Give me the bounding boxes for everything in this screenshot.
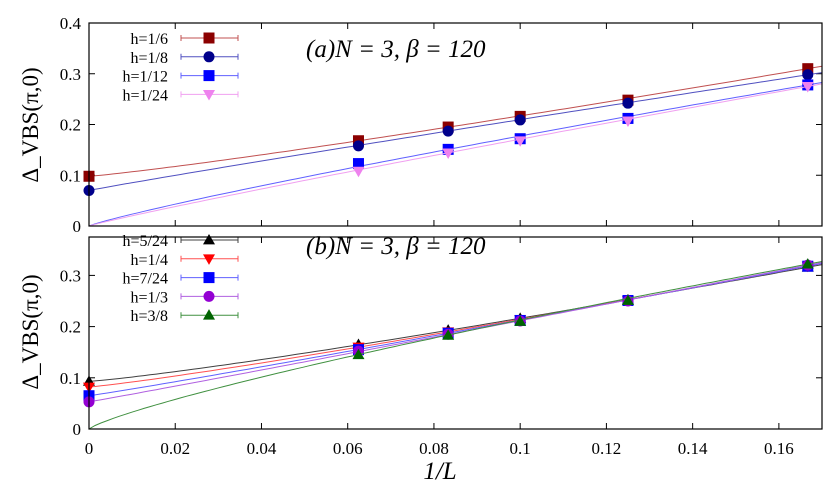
fit-curve	[88, 65, 823, 177]
x-tick-label: 0.04	[247, 439, 277, 458]
y-tick-label: 0.2	[60, 116, 81, 135]
x-tick-label: 0.16	[764, 439, 794, 458]
series-h=5/24	[83, 261, 823, 386]
legend-marker	[203, 272, 215, 284]
x-tick-label: 0.14	[678, 439, 708, 458]
series-h=1/3	[83, 259, 823, 408]
data-point	[514, 315, 527, 326]
ylabel-a: Δ_VBS(π,0)	[18, 67, 43, 182]
y-tick-label: 0.1	[60, 369, 81, 388]
data-point	[352, 348, 365, 360]
legend-label: h=1/6	[131, 31, 168, 48]
legend-label: h=1/4	[131, 252, 168, 269]
y-tick-label: 0.2	[60, 318, 81, 337]
series-h=1/4	[83, 261, 823, 394]
legend-label: h=1/24	[123, 87, 168, 104]
ylabel-b: Δ_VBS(π,0)	[18, 274, 43, 389]
x-tick-label: 0.1	[510, 439, 531, 458]
fit-curve	[88, 72, 823, 191]
legend-marker	[203, 70, 215, 82]
x-tick-label: 0.08	[419, 439, 449, 458]
legend-label: h=3/8	[131, 308, 168, 325]
series-h=3/8	[88, 258, 823, 430]
y-tick-label: 0.4	[60, 14, 82, 33]
plot-frame	[88, 236, 823, 430]
x-tick-label: 0.02	[160, 439, 190, 458]
legend-marker	[203, 51, 215, 63]
series-h=1/12	[88, 79, 823, 227]
data-point	[802, 69, 814, 81]
data-point	[442, 148, 455, 159]
data-point	[442, 329, 455, 340]
fit-curve	[88, 83, 823, 227]
data-point	[352, 158, 364, 170]
legend-label: h=7/24	[123, 271, 168, 288]
series-h=1/6	[83, 63, 823, 182]
plot-frame	[88, 22, 823, 227]
annotation-a: (a)N = 3, β = 120	[306, 36, 486, 63]
legend-marker	[203, 254, 215, 265]
data-point	[352, 140, 364, 152]
data-point	[514, 114, 526, 126]
legend-label: h=1/12	[123, 69, 168, 86]
xlabel: 1/L	[423, 458, 456, 485]
data-point	[352, 166, 365, 178]
data-point	[801, 82, 814, 93]
y-tick-label: 0	[73, 217, 82, 236]
data-point	[514, 136, 527, 147]
fit-curve	[88, 261, 823, 430]
series-h=7/24	[83, 260, 823, 402]
y-tick-label: 0.3	[60, 266, 81, 285]
panel-a: (a)N = 3, β = 120 Δ_VBS(π,0) 0 0.1 0.2 0.3 0…	[18, 14, 823, 236]
y-tick-label: 0.1	[60, 166, 81, 185]
panel-b: (b)N = 3, β = 120 Δ_VBS(π,0) 1/L 00.10.2…	[18, 233, 823, 485]
legend-label: h=1/3	[131, 289, 168, 306]
data-point	[621, 294, 634, 305]
data-point	[442, 125, 454, 137]
legend-marker	[203, 32, 215, 44]
y-tick-label: 0	[73, 420, 82, 439]
x-tick-label: 0	[85, 439, 94, 458]
data-point	[622, 97, 634, 109]
legend-label: h=5/24	[123, 233, 168, 250]
data-point	[621, 116, 634, 127]
x-tick-label: 0.12	[592, 439, 622, 458]
legend-marker	[203, 290, 215, 302]
legend-marker	[203, 90, 215, 101]
legend-marker	[203, 233, 215, 245]
legend-label: h=1/8	[131, 50, 168, 67]
series-h=1/8	[83, 69, 823, 196]
x-tick-label: 0.06	[333, 439, 363, 458]
data-point	[801, 258, 814, 269]
fit-curve	[88, 82, 823, 227]
y-tick-label: 0.3	[60, 65, 81, 84]
data-point	[802, 63, 814, 75]
legend-marker	[203, 309, 215, 320]
series-h=1/24	[88, 82, 823, 227]
